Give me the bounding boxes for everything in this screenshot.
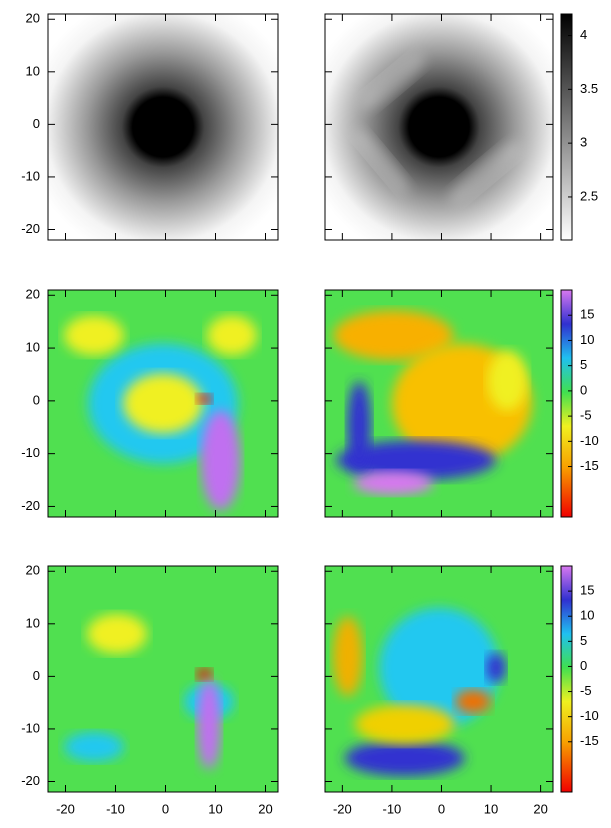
heatmap-texture [64, 315, 124, 356]
plot-frame [324, 13, 554, 241]
y-tick-label: 10 [26, 340, 40, 355]
heatmap-texture [344, 740, 465, 777]
y-tick-label: -10 [21, 168, 40, 183]
colorbar-tick-label: -10 [580, 708, 599, 723]
colorbar-tick-label: 4 [580, 27, 587, 42]
x-tick-label: 0 [162, 801, 169, 816]
heatmap-texture [449, 141, 520, 203]
colorbar-tick-label: 0 [580, 382, 587, 397]
y-tick-label: 10 [26, 615, 40, 630]
plot-frame [324, 289, 554, 518]
colorbar-tick-label: 3 [580, 135, 587, 150]
heatmap-texture [336, 440, 497, 481]
y-tick-label: 20 [26, 287, 40, 302]
heatmap-texture [200, 410, 241, 511]
heatmap-texture [197, 679, 221, 770]
heatmap [48, 290, 278, 517]
colorbar-tick-label: -5 [580, 408, 592, 423]
x-tick-label: -20 [333, 801, 352, 816]
heatmap-texture [361, 54, 425, 110]
colorbar-tick-label: 2.5 [580, 188, 598, 203]
heatmap-image [48, 14, 278, 240]
x-tick-label: -20 [56, 801, 75, 816]
colorbar [560, 565, 573, 793]
heatmap-texture [196, 393, 213, 404]
x-tick-label: 20 [258, 801, 272, 816]
colorbar-tick-label: 5 [580, 633, 587, 648]
x-tick-label: 20 [533, 801, 547, 816]
plot-frame [324, 565, 554, 793]
y-tick-label: 0 [33, 668, 40, 683]
heatmap-texture [333, 310, 454, 361]
colorbar-tick-label: 5 [580, 357, 587, 372]
colorbar-tick-label: -10 [580, 433, 599, 448]
y-tick-label: 20 [26, 11, 40, 26]
y-tick-label: -20 [21, 773, 40, 788]
y-tick-label: -20 [21, 498, 40, 513]
heatmap [48, 14, 278, 240]
colorbar-tick-label: 0 [580, 658, 587, 673]
colorbar-tick-label: 15 [580, 583, 594, 598]
heatmap-texture [87, 613, 147, 654]
y-tick-label: 10 [26, 63, 40, 78]
y-tick-label: 20 [26, 563, 40, 578]
colorbar [560, 13, 573, 241]
heatmap-texture [196, 668, 213, 681]
heatmap-texture [486, 652, 506, 683]
y-tick-label: -10 [21, 445, 40, 460]
x-tick-label: -10 [106, 801, 125, 816]
x-tick-label: 10 [484, 801, 498, 816]
y-tick-label: -10 [21, 720, 40, 735]
x-tick-label: 0 [438, 801, 445, 816]
heatmap-texture [123, 373, 203, 434]
heatmap-texture [353, 470, 434, 495]
heatmap-texture [332, 616, 363, 697]
heatmap-texture [347, 381, 372, 472]
plot-frame [47, 565, 279, 793]
heatmap [325, 14, 553, 240]
colorbar-tick-label: 15 [580, 307, 594, 322]
colorbar-tick-label: 10 [580, 332, 594, 347]
colorbar-tick-label: -15 [580, 458, 599, 473]
heatmap-image [325, 14, 553, 240]
x-tick-label: 10 [208, 801, 222, 816]
y-tick-label: 0 [33, 392, 40, 407]
heatmap-texture [355, 129, 409, 193]
plot-frame [47, 13, 279, 241]
heatmap [325, 566, 553, 792]
heatmap-texture [207, 315, 257, 356]
heatmap-texture [354, 704, 455, 745]
heatmap-texture [455, 689, 492, 714]
heatmap [48, 566, 278, 792]
x-tick-label: -10 [383, 801, 402, 816]
colorbar-tick-label: -5 [580, 683, 592, 698]
y-tick-label: -20 [21, 221, 40, 236]
y-tick-label: 0 [33, 116, 40, 131]
heatmap-texture [487, 350, 528, 411]
plot-frame [47, 289, 279, 518]
colorbar-tick-label: 10 [580, 608, 594, 623]
colorbar-tick-label: 3.5 [580, 81, 598, 96]
colorbar-tick-label: -15 [580, 733, 599, 748]
heatmap [325, 290, 553, 517]
colorbar [560, 289, 573, 518]
heatmap-texture [64, 731, 124, 762]
